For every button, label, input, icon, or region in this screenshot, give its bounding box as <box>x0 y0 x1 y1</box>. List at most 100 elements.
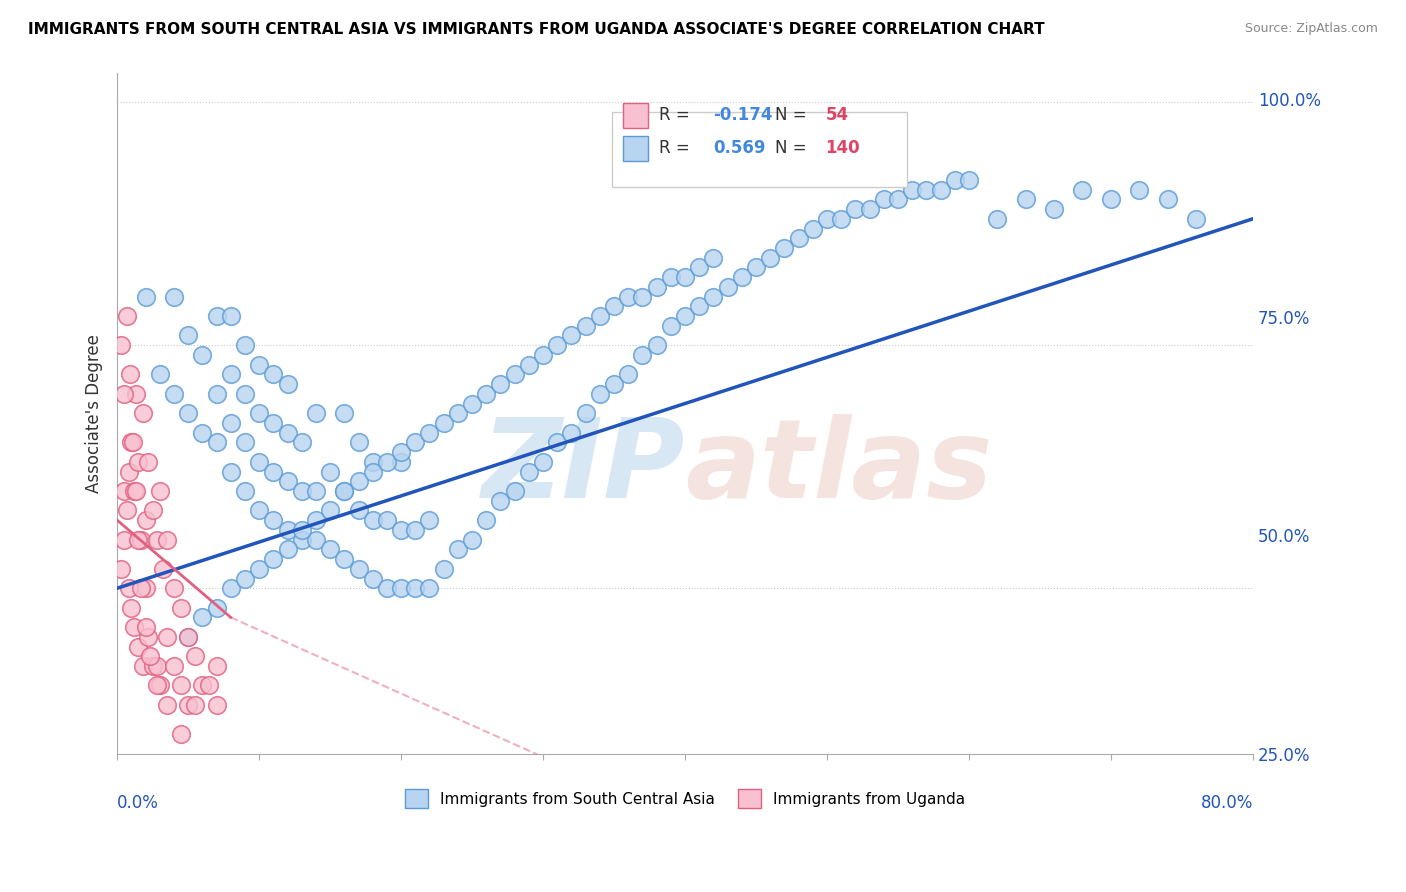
Point <box>205 698 228 712</box>
Text: 140: 140 <box>825 139 860 157</box>
Text: 80.0%: 80.0% <box>1201 795 1253 813</box>
Point <box>163 659 186 673</box>
Point <box>205 659 228 673</box>
Text: N =: N = <box>775 106 811 124</box>
Point <box>603 299 626 313</box>
Point <box>117 465 139 479</box>
Point <box>291 523 314 537</box>
Point <box>170 727 193 741</box>
Point <box>135 581 157 595</box>
Point <box>375 455 398 469</box>
Point <box>418 513 440 527</box>
Point <box>219 581 242 595</box>
Point <box>333 552 356 566</box>
Point <box>844 202 866 216</box>
Point <box>404 435 426 450</box>
Point <box>177 698 200 712</box>
Point <box>138 630 160 644</box>
Point <box>389 455 412 469</box>
Point <box>546 338 568 352</box>
Point <box>702 251 724 265</box>
Point <box>170 678 193 692</box>
Point <box>319 542 342 557</box>
Point <box>489 377 512 392</box>
Point <box>124 386 146 401</box>
Point <box>1099 193 1122 207</box>
Point <box>233 572 256 586</box>
Text: 0.569: 0.569 <box>713 139 765 157</box>
Point <box>447 406 470 420</box>
Point <box>531 455 554 469</box>
Point <box>115 503 138 517</box>
Point <box>716 280 738 294</box>
Point <box>198 678 221 692</box>
Point <box>433 416 456 430</box>
Point <box>389 445 412 459</box>
Point <box>333 483 356 498</box>
Point <box>138 455 160 469</box>
Point <box>247 562 270 576</box>
Point <box>131 581 153 595</box>
Text: N =: N = <box>775 139 811 157</box>
Point <box>177 630 200 644</box>
Point <box>887 193 910 207</box>
Point <box>291 533 314 547</box>
Point <box>139 649 162 664</box>
Point <box>361 465 384 479</box>
Point <box>156 533 179 547</box>
Point <box>603 377 626 392</box>
Point <box>262 513 284 527</box>
Point <box>120 600 142 615</box>
Point <box>645 280 668 294</box>
Point <box>305 483 328 498</box>
Point <box>184 649 207 664</box>
Point <box>247 455 270 469</box>
Point <box>560 425 582 440</box>
Point <box>120 435 142 450</box>
Point <box>170 600 193 615</box>
Point <box>673 309 696 323</box>
Point <box>560 328 582 343</box>
Point <box>759 251 782 265</box>
Point <box>347 562 370 576</box>
Point <box>156 630 179 644</box>
Point <box>503 368 526 382</box>
Point <box>333 483 356 498</box>
Point <box>673 270 696 285</box>
Point <box>503 483 526 498</box>
Text: R =: R = <box>659 139 696 157</box>
Point <box>815 211 838 226</box>
Point <box>163 386 186 401</box>
Point <box>262 368 284 382</box>
Point <box>142 659 165 673</box>
Point <box>873 193 896 207</box>
Point <box>191 610 214 624</box>
Point <box>233 483 256 498</box>
Point <box>219 309 242 323</box>
Point <box>219 368 242 382</box>
Point <box>745 260 768 275</box>
Text: ZIP: ZIP <box>481 414 685 521</box>
Point <box>575 318 598 333</box>
Point <box>132 406 155 420</box>
Point <box>233 435 256 450</box>
Point <box>1156 193 1178 207</box>
Point <box>659 270 682 285</box>
Point <box>135 513 157 527</box>
Point <box>475 513 498 527</box>
Point <box>277 542 299 557</box>
Text: 0.0%: 0.0% <box>117 795 159 813</box>
Point <box>688 299 710 313</box>
Point <box>233 338 256 352</box>
Point <box>127 533 149 547</box>
Point <box>404 581 426 595</box>
Point <box>305 513 328 527</box>
Point <box>277 523 299 537</box>
Point <box>127 455 149 469</box>
Point <box>112 386 135 401</box>
Point <box>149 678 172 692</box>
Point <box>156 698 179 712</box>
Text: IMMIGRANTS FROM SOUTH CENTRAL ASIA VS IMMIGRANTS FROM UGANDA ASSOCIATE'S DEGREE : IMMIGRANTS FROM SOUTH CENTRAL ASIA VS IM… <box>28 22 1045 37</box>
Point <box>957 173 980 187</box>
Point <box>617 289 640 303</box>
